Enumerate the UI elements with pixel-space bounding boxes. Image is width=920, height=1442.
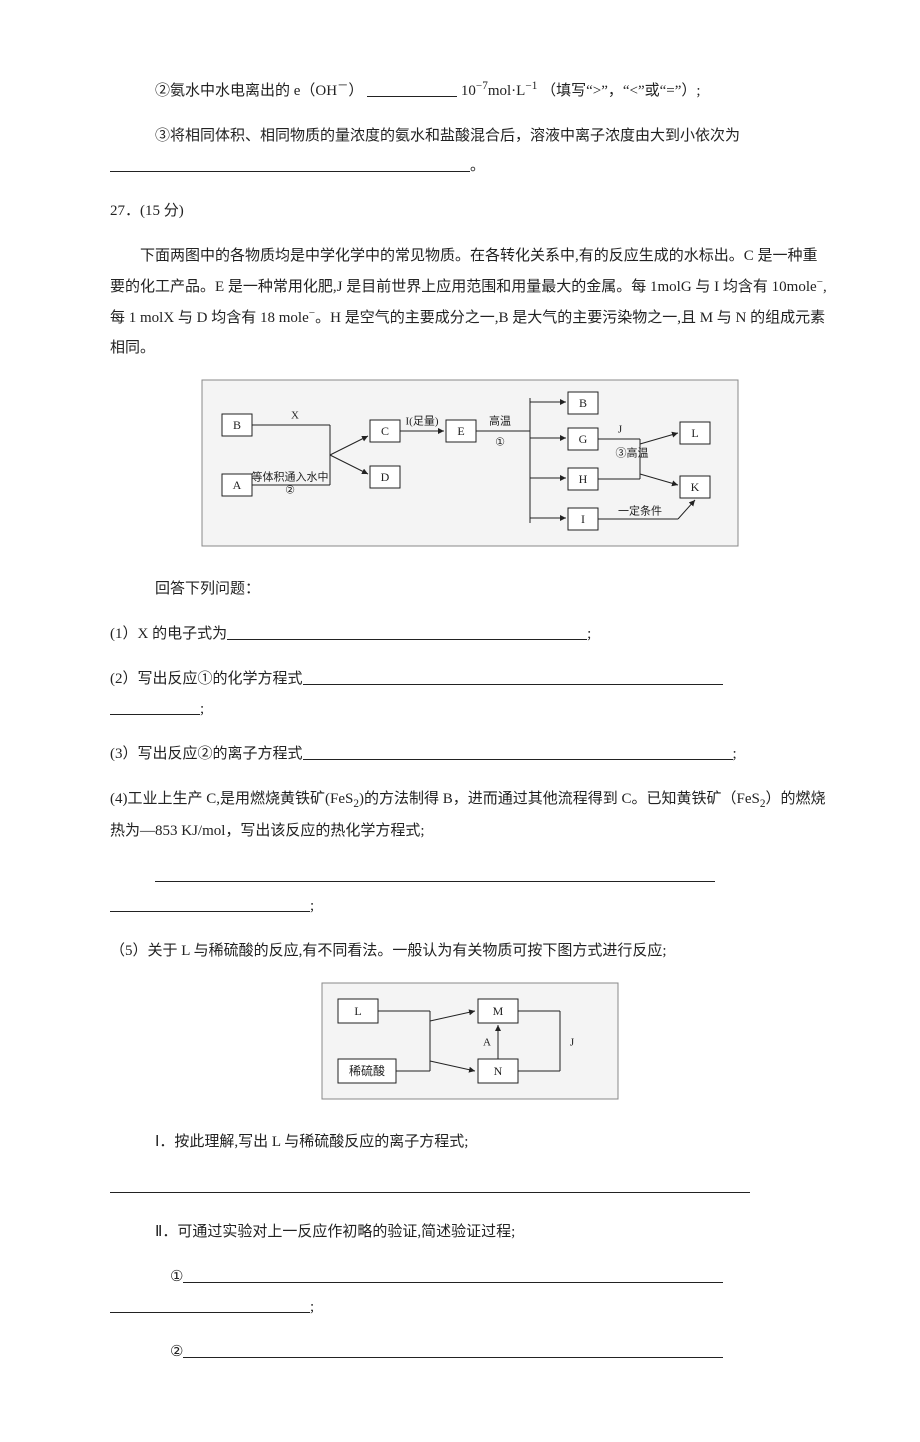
q27-s5-II-2-blank[interactable] (183, 1342, 723, 1358)
q27-s2-blank1[interactable] (303, 669, 723, 685)
q26-line3: ③将相同体积、相同物质的量浓度的氨水和盐酸混合后，溶液中离子浓度由大到小依次为。 (110, 121, 830, 181)
q27-answer: 回答下列问题： (155, 581, 260, 597)
d1-box-B2: B (579, 396, 587, 410)
q27-intro: 下面两图中的各物质均是中学化学中的常见物质。在各转化关系中,有的反应生成的水标出… (110, 241, 830, 363)
d1-label-J: J (618, 424, 623, 436)
q27-s4-blank2[interactable] (110, 896, 310, 912)
d1-label-eq: 等体积通入水中 (252, 470, 329, 484)
q27-s5-II-2-label: ② (170, 1344, 183, 1360)
q27-heading: 27．(15 分) (110, 196, 830, 226)
q26-p3-end: 。 (470, 158, 485, 174)
d1-label-cond: 一定条件 (618, 504, 662, 518)
q27-s3-blank[interactable] (303, 744, 733, 760)
d2-box-M: M (493, 1003, 504, 1017)
q27-s4-blanks: ; (110, 861, 830, 921)
diagram2-svg: L 稀硫酸 M N A J (320, 981, 620, 1101)
q27-s5-II-1: ① ; (110, 1262, 830, 1322)
diagram1-border (202, 380, 738, 546)
q27-s5-II-1-blank1[interactable] (183, 1267, 723, 1283)
q26-p2-unit: mol·L (488, 83, 526, 99)
diagram1-svg: B A X 等体积通入水中 ② C D I(足量) E 高温 ① B G H I… (200, 378, 740, 548)
q27-s5-II-1-label: ① (170, 1269, 183, 1285)
q27-intro1: 下面两图中的各物质均是中学化学中的常见物质。在各转化关系中,有的反应生成的水标出… (110, 248, 818, 295)
q27-s5-II: Ⅱ．可通过实验对上一反应作初略的验证,简述验证过程; (110, 1217, 830, 1247)
q27-s5-I-blank1[interactable] (110, 1177, 750, 1193)
q27-s2-end: ; (200, 701, 204, 717)
d1-box-H: H (579, 472, 588, 486)
d1-box-B: B (233, 418, 241, 432)
q27-s5-I-text: Ⅰ．按此理解,写出 L 与稀硫酸反应的离子方程式; (155, 1134, 468, 1150)
q27-s1-blank[interactable] (227, 624, 587, 640)
q27-s5: （5）关于 L 与稀硫酸的反应,有不同看法。一般认为有关物质可按下图方式进行反应… (110, 936, 830, 966)
q27-s5-I: Ⅰ．按此理解,写出 L 与稀硫酸反应的离子方程式; (110, 1127, 830, 1157)
flow-diagram-1: B A X 等体积通入水中 ② C D I(足量) E 高温 ① B G H I… (110, 378, 830, 559)
q27-s4: (4)工业上生产 C,是用燃烧黄铁矿(FeS2)的方法制得 B，进而通过其他流程… (110, 784, 830, 846)
d1-label-gaowen: 高温 (489, 414, 511, 428)
flow-diagram-2: L 稀硫酸 M N A J (110, 981, 830, 1112)
d1-box-K: K (691, 480, 700, 494)
d2-box-N: N (494, 1063, 503, 1077)
q26-p2-num: 10 (461, 83, 476, 99)
q27-s4a-mid: )的方法制得 B，进而通过其他流程得到 C。已知黄铁矿（FeS (359, 791, 760, 807)
q27-s3-text: (3）写出反应②的离子方程式 (110, 746, 303, 762)
d1-box-G: G (579, 432, 588, 446)
q27-s1-text: (1）X 的电子式为 (110, 626, 227, 642)
d1-box-I: I (581, 512, 585, 526)
q27-s5-II-1-end: ; (310, 1299, 314, 1315)
q26-line2: ②氨水中水电离出的 e（OH－） 10−7mol·L−1 （填写“>”，“<”或… (110, 75, 830, 106)
d2-box-h2so4: 稀硫酸 (349, 1062, 385, 1077)
q27-s1-end: ; (587, 626, 591, 642)
q27-s5-text: （5）关于 L 与稀硫酸的反应,有不同看法。一般认为有关物质可按下图方式进行反应… (110, 943, 667, 959)
q27-s4-blank1[interactable] (155, 866, 715, 882)
q26-p2-prefix: ②氨水中水电离出的 e（OH (155, 83, 337, 99)
answer-heading: 回答下列问题： (110, 574, 830, 604)
q27-num: 27．(15 分) (110, 203, 184, 219)
d1-label-c2: ② (285, 485, 295, 497)
q27-s5-I-blank (110, 1172, 830, 1202)
d1-box-C: C (381, 424, 389, 438)
d2-label-J: J (570, 1036, 575, 1048)
q26-p2-close: ） (348, 83, 363, 99)
q27-s2-blank2[interactable] (110, 699, 200, 715)
q27-s2: (2）写出反应①的化学方程式 ; (110, 664, 830, 724)
d2-label-A: A (483, 1036, 491, 1048)
q27-s5-II-2: ② (110, 1337, 830, 1367)
q27-s5-II-1-blank2[interactable] (110, 1297, 310, 1313)
d1-label-c3: ③高温 (616, 446, 649, 460)
q27-s4a: (4)工业上生产 C,是用燃烧黄铁矿(FeS (110, 791, 353, 807)
d1-label-c1: ① (495, 437, 505, 449)
q26-blank2[interactable] (110, 156, 470, 172)
d1-box-D: D (381, 470, 390, 484)
d1-box-A: A (233, 478, 242, 492)
q26-p2-exp2: −1 (525, 80, 537, 92)
d2-box-L: L (354, 1003, 361, 1017)
q26-blank1[interactable] (367, 81, 457, 97)
q27-s4-end: ; (310, 898, 314, 914)
d1-label-X: X (291, 410, 299, 422)
q27-s5-II-text: Ⅱ．可通过实验对上一反应作初略的验证,简述验证过程; (155, 1224, 515, 1240)
d1-label-Izu: I(足量) (406, 415, 439, 428)
q26-p2-exp: −7 (476, 80, 488, 92)
q26-p3: ③将相同体积、相同物质的量浓度的氨水和盐酸混合后，溶液中离子浓度由大到小依次为 (155, 128, 740, 144)
q27-s3: (3）写出反应②的离子方程式; (110, 739, 830, 769)
d1-box-E: E (457, 424, 464, 438)
q27-s1: (1）X 的电子式为; (110, 619, 830, 649)
q26-p2-tail: （填写“>”，“<”或“=”）; (541, 83, 701, 99)
q27-s2-text: (2）写出反应①的化学方程式 (110, 671, 303, 687)
q26-p2-sup: － (337, 80, 348, 92)
d1-box-L: L (691, 426, 698, 440)
q27-s3-end: ; (733, 746, 737, 762)
